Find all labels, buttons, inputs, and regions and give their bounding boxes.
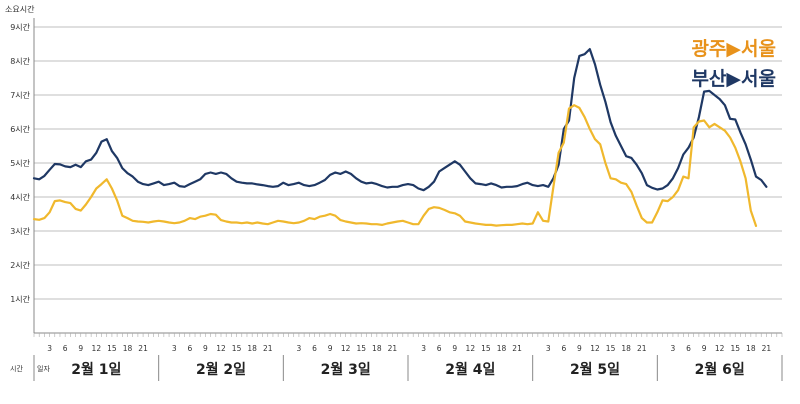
hour-tick-label: 6 xyxy=(312,344,317,353)
hour-tick-label: 12 xyxy=(92,344,102,353)
hour-tick-label: 12 xyxy=(341,344,351,353)
hour-tick-label: 21 xyxy=(762,344,772,353)
legend-label-busan: 부산▶서울 xyxy=(691,68,776,90)
day-label: 2월 6일 xyxy=(695,361,745,378)
day-label: 2월 1일 xyxy=(71,361,121,378)
hour-tick-label: 9 xyxy=(452,344,457,353)
hour-tick-label: 21 xyxy=(637,344,647,353)
hour-tick-label: 18 xyxy=(497,344,507,353)
y-tick-label: 8시간 xyxy=(10,56,30,66)
series-line-1 xyxy=(32,104,758,227)
hour-tick-label: 12 xyxy=(216,344,226,353)
legend-item-gwangju: 광주▶서울 xyxy=(691,34,776,61)
hour-tick-label: 21 xyxy=(263,344,273,353)
hour-tick-label: 6 xyxy=(686,344,691,353)
y-tick-label: 4시간 xyxy=(10,192,30,202)
hour-tick-label: 9 xyxy=(577,344,582,353)
hour-tick-label: 3 xyxy=(421,344,426,353)
y-tick-label: 7시간 xyxy=(10,90,30,100)
legend-label-gwangju: 광주▶서울 xyxy=(691,38,776,60)
hour-tick-label: 9 xyxy=(78,344,83,353)
hour-tick-label: 12 xyxy=(715,344,725,353)
hour-tick-label: 9 xyxy=(328,344,333,353)
y-axis-title: 소요시간 xyxy=(5,4,35,14)
y-tick-label: 3시간 xyxy=(10,226,30,236)
hour-tick-label: 9 xyxy=(203,344,208,353)
hour-tick-label: 3 xyxy=(297,344,302,353)
hour-tick-label: 18 xyxy=(123,344,133,353)
grid-lines xyxy=(34,26,782,300)
legend-item-busan: 부산▶서울 xyxy=(691,64,776,91)
hour-tick-label: 9 xyxy=(702,344,707,353)
hour-tick-label: 15 xyxy=(606,344,616,353)
hour-tick-label: 12 xyxy=(466,344,476,353)
hour-tick-label: 21 xyxy=(138,344,148,353)
y-tick-label: 1시간 xyxy=(10,294,30,304)
hour-tick-label: 3 xyxy=(47,344,52,353)
y-tick-label: 5시간 xyxy=(10,158,30,168)
hour-tick-label: 18 xyxy=(621,344,631,353)
hour-tick-label: 15 xyxy=(232,344,242,353)
axes xyxy=(33,18,783,381)
hour-tick-label: 6 xyxy=(187,344,192,353)
hour-tick-label: 3 xyxy=(546,344,551,353)
hour-tick-label: 3 xyxy=(671,344,676,353)
day-label: 2월 5일 xyxy=(570,361,620,378)
series-lines xyxy=(32,48,768,227)
hour-tick-label: 18 xyxy=(372,344,382,353)
hour-tick-label: 21 xyxy=(388,344,398,353)
day-label: 2월 2일 xyxy=(196,361,246,378)
hour-tick-label: 18 xyxy=(247,344,257,353)
hour-tick-label: 6 xyxy=(63,344,68,353)
y-tick-label: 2시간 xyxy=(10,260,30,270)
day-label: 2월 4일 xyxy=(445,361,495,378)
hour-tick-label: 21 xyxy=(512,344,522,353)
hour-tick-label: 12 xyxy=(590,344,600,353)
hour-tick-label: 18 xyxy=(746,344,756,353)
day-label: 2월 3일 xyxy=(321,361,371,378)
hour-tick-label: 15 xyxy=(356,344,366,353)
series-line-0 xyxy=(32,48,768,192)
hour-tick-label: 15 xyxy=(107,344,117,353)
row-label-day: 일자 xyxy=(37,364,50,373)
y-tick-label: 6시간 xyxy=(10,124,30,134)
hour-tick-label: 15 xyxy=(730,344,740,353)
y-tick-label: 9시간 xyxy=(10,22,30,32)
hour-tick-label: 6 xyxy=(561,344,566,353)
hour-tick-label: 15 xyxy=(481,344,491,353)
hour-tick-label: 3 xyxy=(172,344,177,353)
hour-tick-label: 6 xyxy=(437,344,442,353)
row-label-hour: 시간 xyxy=(10,364,23,373)
